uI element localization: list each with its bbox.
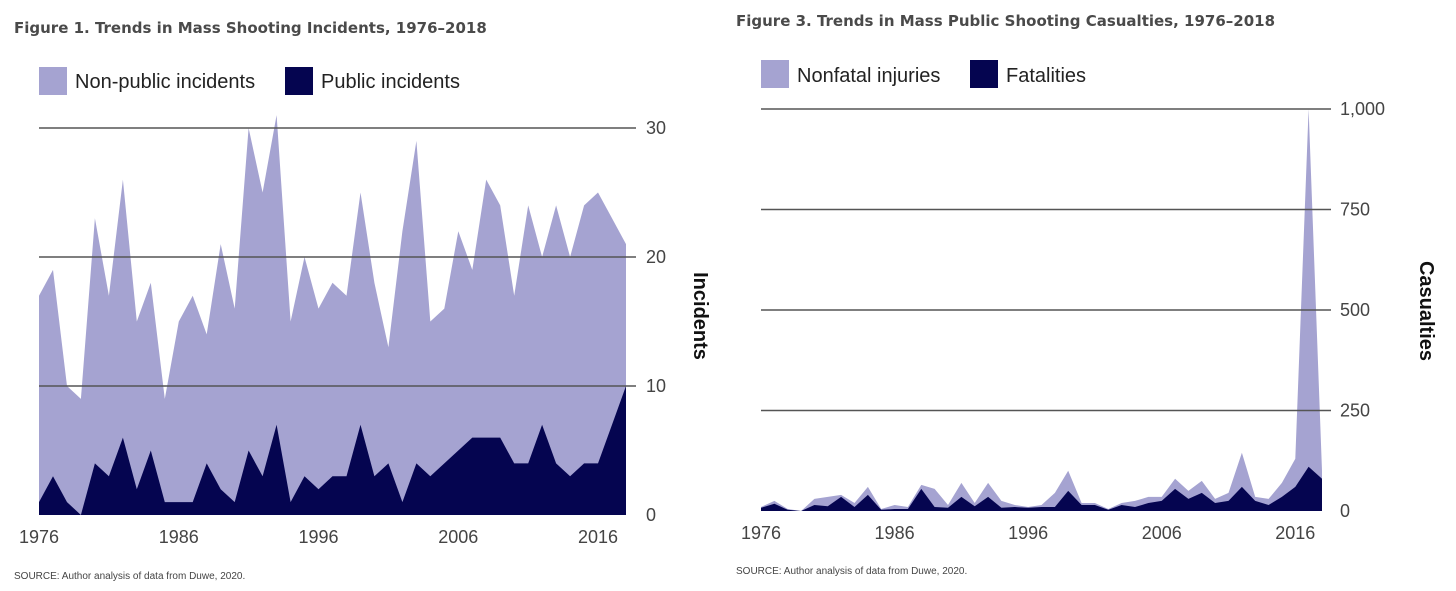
legend-label-fatalities: Fatalities xyxy=(1006,65,1086,87)
f1-x-tick-label-2006: 2006 xyxy=(438,527,478,547)
legend-swatch-non-public xyxy=(39,67,67,95)
figure-3-source: SOURCE: Author analysis of data from Duw… xyxy=(736,566,967,577)
f1-x-tick-label-1996: 1996 xyxy=(299,527,339,547)
figure-1-gridlines xyxy=(39,127,636,387)
f3-y-tick-label-750: 750 xyxy=(1340,200,1370,220)
figure-3-x-ticks: 1976 1986 1996 2006 2016 xyxy=(741,523,1315,543)
figure-3-title: Figure 3. Trends in Mass Public Shooting… xyxy=(736,12,1275,30)
f3-x-tick-label-1976: 1976 xyxy=(741,523,781,543)
figure-3-y-ticks: 0 250 500 750 1,000 xyxy=(1340,99,1385,521)
figure-1-title: Figure 1. Trends in Mass Shooting Incide… xyxy=(14,19,487,37)
legend-swatch-public xyxy=(285,67,313,95)
figure-1-y-ticks: 0 10 20 30 xyxy=(646,118,666,525)
figure-3: Figure 3. Trends in Mass Public Shooting… xyxy=(736,12,1437,577)
f1-series-public-incidents-area xyxy=(39,386,626,515)
legend-label-public: Public incidents xyxy=(321,71,460,93)
figure-1: Figure 1. Trends in Mass Shooting Incide… xyxy=(14,19,711,582)
f1-x-tick-label-2016: 2016 xyxy=(578,527,618,547)
f3-x-tick-label-1996: 1996 xyxy=(1008,523,1048,543)
figure-3-plot-area xyxy=(761,109,1322,511)
figure-3-y-axis-title: Casualties xyxy=(1415,261,1437,361)
f3-x-tick-label-1986: 1986 xyxy=(875,523,915,543)
figure-1-plot-area xyxy=(39,115,626,515)
f3-y-tick-label-1000: 1,000 xyxy=(1340,99,1385,119)
figure-1-y-axis-title: Incidents xyxy=(689,272,711,360)
legend-label-non-public: Non-public incidents xyxy=(75,71,255,93)
figure-1-legend: Non-public incidents Public incidents xyxy=(39,67,460,95)
figure-1-x-ticks: 1976 1986 1996 2006 2016 xyxy=(19,527,618,547)
f1-y-tick-label-10: 10 xyxy=(646,376,666,396)
figure-1-source: SOURCE: Author analysis of data from Duw… xyxy=(14,571,245,582)
f3-y-tick-label-0: 0 xyxy=(1340,501,1350,521)
legend-swatch-fatalities xyxy=(970,60,998,88)
f1-y-tick-label-0: 0 xyxy=(646,505,656,525)
f3-series-fatalities-area xyxy=(761,466,1322,511)
legend-label-nonfatal: Nonfatal injuries xyxy=(797,65,940,87)
f1-y-tick-label-30: 30 xyxy=(646,118,666,138)
f3-x-tick-label-2006: 2006 xyxy=(1142,523,1182,543)
f3-y-tick-label-250: 250 xyxy=(1340,401,1370,421)
f1-x-tick-label-1986: 1986 xyxy=(159,527,199,547)
f1-series-non-public-incidents-area xyxy=(39,115,626,515)
f3-y-tick-label-500: 500 xyxy=(1340,300,1370,320)
f3-x-tick-label-2016: 2016 xyxy=(1275,523,1315,543)
f1-x-tick-label-1976: 1976 xyxy=(19,527,59,547)
figure-3-legend: Nonfatal injuries Fatalities xyxy=(761,60,1086,88)
f1-y-tick-label-20: 20 xyxy=(646,247,666,267)
legend-swatch-nonfatal xyxy=(761,60,789,88)
figure-3-gridlines xyxy=(761,108,1331,412)
